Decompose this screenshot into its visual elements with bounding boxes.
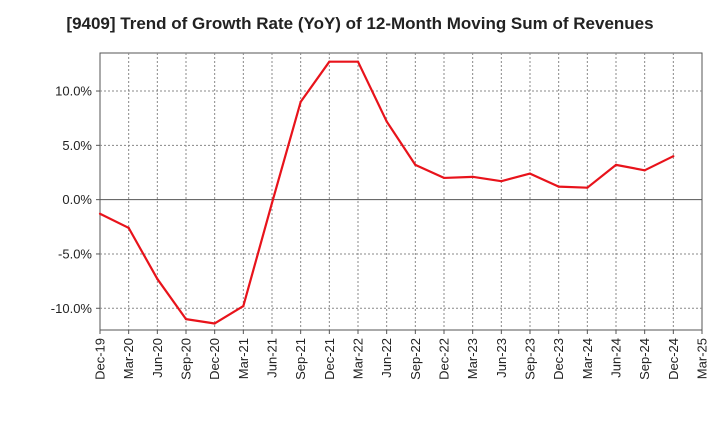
series-group — [98, 60, 675, 325]
data-point — [643, 169, 646, 172]
data-point — [328, 60, 331, 63]
data-point — [156, 277, 159, 281]
x-tick-label: Jun-23 — [494, 338, 509, 378]
y-tick-label: 0.0% — [62, 192, 92, 207]
data-point — [184, 318, 188, 321]
plot-area — [99, 52, 703, 331]
x-tick-label: Mar-22 — [351, 338, 366, 379]
x-axis-ticks: Dec-19 Mar-20 Jun-20 Sep-20 Dec-20 Mar-21 Jun-… — [93, 330, 710, 380]
data-point — [270, 201, 274, 205]
x-tick-label: Dec-23 — [551, 338, 566, 380]
data-point — [98, 212, 102, 215]
y-tick-label: 5.0% — [62, 138, 92, 153]
data-point — [213, 322, 216, 325]
data-point — [442, 176, 446, 180]
data-point — [586, 186, 589, 189]
data-point — [528, 172, 532, 175]
y-tick-label: -10.0% — [51, 301, 93, 316]
x-tick-label: Sep-24 — [637, 338, 652, 380]
x-tick-label: Sep-22 — [408, 338, 423, 380]
x-tick-label: Mar-21 — [236, 338, 251, 379]
grid-lines — [100, 53, 702, 330]
x-tick-label: Dec-21 — [322, 338, 337, 380]
data-point — [672, 155, 675, 158]
data-point — [299, 100, 302, 103]
data-point — [356, 60, 360, 63]
x-tick-label: Dec-19 — [93, 338, 108, 380]
x-tick-label: Dec-24 — [666, 338, 681, 380]
data-point — [471, 175, 474, 178]
data-point — [127, 226, 130, 229]
x-tick-label: Jun-20 — [150, 338, 165, 378]
x-tick-label: Sep-21 — [293, 338, 308, 380]
x-tick-label: Sep-20 — [179, 338, 194, 380]
data-point — [614, 163, 618, 166]
x-tick-label: Jun-24 — [609, 338, 624, 378]
x-tick-label: Sep-23 — [523, 338, 538, 380]
x-tick-label: Mar-20 — [121, 338, 136, 379]
y-axis-ticks: -10.0% -5.0% 0.0% 5.0% 10.0% — [51, 84, 100, 316]
x-tick-label: Dec-20 — [207, 338, 222, 380]
y-tick-label: 10.0% — [55, 84, 92, 99]
x-tick-label: Jun-21 — [265, 338, 280, 378]
y-tick-label: -5.0% — [58, 246, 92, 261]
x-tick-label: Mar-25 — [695, 338, 710, 379]
data-point — [385, 120, 388, 123]
x-tick-label: Dec-22 — [437, 338, 452, 380]
data-point — [414, 163, 417, 166]
data-point — [557, 185, 560, 188]
x-tick-label: Mar-24 — [580, 338, 595, 379]
chart-title: [9409] Trend of Growth Rate (YoY) of 12-… — [66, 14, 654, 33]
x-tick-label: Jun-22 — [379, 338, 394, 378]
data-point — [242, 305, 245, 308]
data-point — [500, 180, 503, 183]
x-tick-label: Mar-23 — [465, 338, 480, 379]
